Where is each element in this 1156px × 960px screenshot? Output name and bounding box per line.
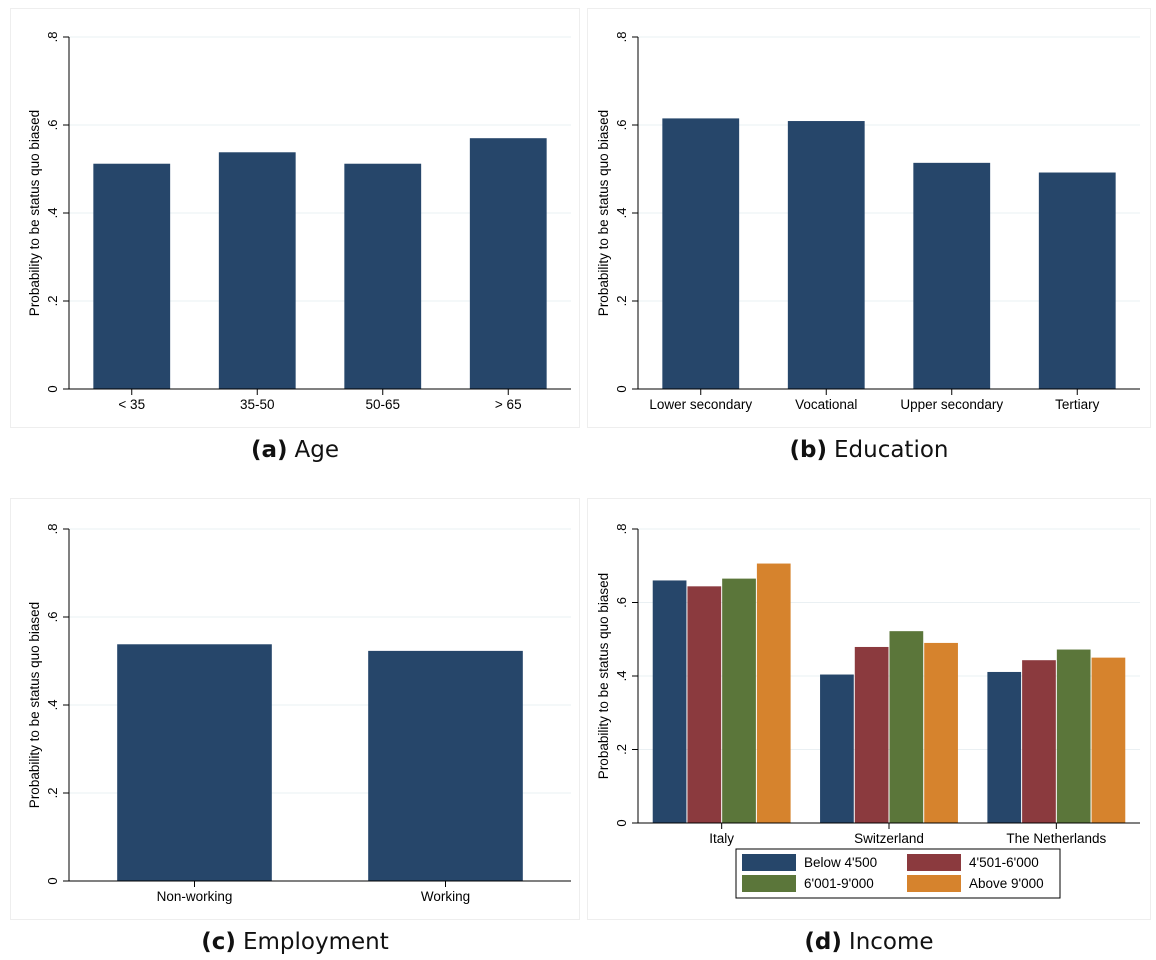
bar-c-1 <box>368 650 523 881</box>
bar-d-Below4500-0 <box>652 580 687 823</box>
x-tick-label: The Netherlands <box>1006 831 1106 846</box>
chart-panel-education: 0 .2 .4 .6 .8 Probability to be status quo bi… <box>587 8 1151 428</box>
chart-panel-income: 0 .2 .4 .6 .8 Probability to be status quo bi… <box>587 498 1151 920</box>
caption-income: (d) Income <box>587 929 1151 955</box>
x-tick-label: Switzerland <box>854 831 924 846</box>
y-tick-label: .2 <box>614 296 629 307</box>
employment-chart: 0 .2 .4 .6 .8 Probability to be status quo bi… <box>27 524 571 904</box>
caption-education-text: Education <box>833 437 949 463</box>
bar-d-45016000-0 <box>687 586 722 823</box>
bar-d-Above9000-0 <box>756 563 791 823</box>
y-tick-label: .4 <box>614 671 629 682</box>
y-tick-label: 0 <box>614 819 629 826</box>
bar-a-1 <box>218 152 296 389</box>
y-tick-label: .4 <box>614 208 629 219</box>
x-tick-label: > 65 <box>495 397 522 412</box>
y-tick-label: .2 <box>45 296 60 307</box>
legend-label: 6'001-9'000 <box>804 876 874 891</box>
chart-panel-age: 0 .2 .4 .6 .8 Probability to be status quo bi… <box>10 8 580 428</box>
income-chart: 0 .2 .4 .6 .8 Probability to be status quo bi… <box>596 524 1140 899</box>
bar-b-0 <box>662 118 740 390</box>
bar-d-60019000-1 <box>889 631 924 823</box>
bar-d-Above9000-2 <box>1091 657 1126 823</box>
bar-a-2 <box>344 163 422 389</box>
y-tick-label: .2 <box>45 788 60 799</box>
x-tick-label: 50-65 <box>365 397 400 412</box>
caption-employment-label: (c) <box>201 929 236 955</box>
x-tick-label: 35-50 <box>240 397 275 412</box>
caption-employment-text: Employment <box>242 929 389 955</box>
legend-swatch <box>907 854 961 871</box>
x-tick-label: < 35 <box>118 397 145 412</box>
bar-d-Below4500-2 <box>987 671 1022 823</box>
education-chart: 0 .2 .4 .6 .8 Probability to be status quo bi… <box>596 32 1140 412</box>
bar-c-0 <box>117 644 272 881</box>
y-tick-label: .4 <box>45 700 60 711</box>
bar-d-Above9000-1 <box>924 642 958 823</box>
y-axis-label: Probability to be status quo biased <box>596 573 611 779</box>
y-axis-label: Probability to be status quo biased <box>27 110 42 316</box>
y-tick-label: .2 <box>614 744 629 755</box>
bar-d-45016000-1 <box>854 646 889 823</box>
bar-d-Below4500-1 <box>820 674 854 823</box>
caption-education: (b) Education <box>587 437 1151 463</box>
bar-d-60019000-2 <box>1056 649 1091 823</box>
legend-swatch <box>742 854 796 871</box>
caption-age-label: (a) <box>250 437 288 463</box>
x-tick-label: Italy <box>709 831 734 846</box>
x-tick-label: Vocational <box>795 397 857 412</box>
y-tick-label: .8 <box>45 32 60 43</box>
caption-age-text: Age <box>294 437 340 463</box>
y-tick-label: 0 <box>45 385 60 392</box>
y-tick-label: 0 <box>614 385 629 392</box>
bar-a-0 <box>93 163 171 389</box>
x-tick-label: Upper secondary <box>900 397 1003 412</box>
caption-education-label: (b) <box>789 437 827 463</box>
legend-swatch <box>907 875 961 892</box>
x-tick-label: Working <box>421 889 470 904</box>
y-tick-label: .8 <box>614 32 629 43</box>
y-tick-label: .6 <box>614 120 629 131</box>
age-chart: 0 .2 .4 .6 .8 Probability to be status quo bi… <box>27 32 571 412</box>
caption-income-text: Income <box>848 929 934 955</box>
y-axis-label: Probability to be status quo biased <box>596 110 611 316</box>
bar-d-45016000-2 <box>1022 660 1056 823</box>
caption-age: (a) Age <box>10 437 580 463</box>
y-tick-label: .4 <box>45 208 60 219</box>
bar-b-1 <box>787 121 865 389</box>
legend-label: Below 4'500 <box>804 855 877 870</box>
caption-employment: (c) Employment <box>10 929 580 955</box>
y-axis-label: Probability to be status quo biased <box>27 602 42 808</box>
bar-b-3 <box>1038 172 1116 389</box>
chart-panel-employment: 0 .2 .4 .6 .8 Probability to be status quo bi… <box>10 498 580 920</box>
bar-d-60019000-0 <box>722 578 756 823</box>
y-tick-label: .6 <box>45 612 60 623</box>
caption-income-label: (d) <box>804 929 842 955</box>
y-tick-label: .8 <box>45 524 60 535</box>
y-tick-label: 0 <box>45 877 60 884</box>
x-tick-label: Tertiary <box>1055 397 1100 412</box>
legend-label: 4'501-6'000 <box>969 855 1039 870</box>
y-tick-label: .6 <box>614 597 629 608</box>
x-tick-label: Lower secondary <box>649 397 752 412</box>
legend-label: Above 9'000 <box>969 876 1044 891</box>
bar-a-3 <box>469 138 547 389</box>
legend-swatch <box>742 875 796 892</box>
bar-b-2 <box>913 162 991 389</box>
y-tick-label: .6 <box>45 120 60 131</box>
x-tick-label: Non-working <box>157 889 233 904</box>
y-tick-label: .8 <box>614 524 629 535</box>
